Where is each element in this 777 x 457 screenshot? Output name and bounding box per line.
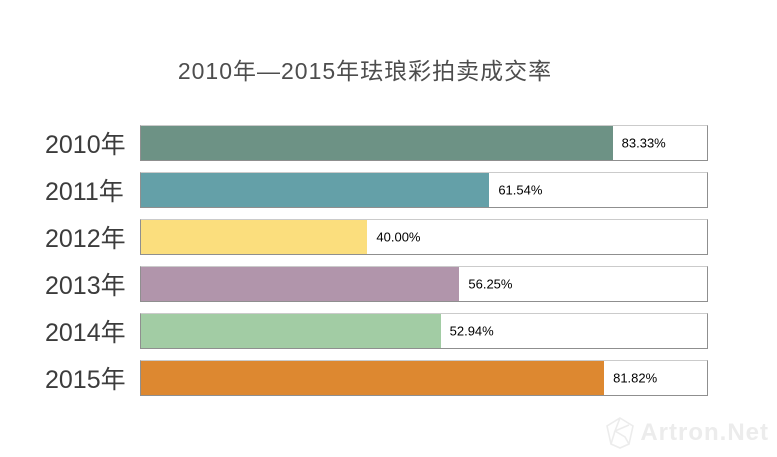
category-label: 2012年 xyxy=(45,225,126,253)
chart-row: 2013年 56.25% xyxy=(45,266,708,302)
bar-track: 40.00% xyxy=(140,219,708,255)
bar-track: 56.25% xyxy=(140,266,708,302)
bar-track: 83.33% xyxy=(140,125,708,161)
bar-value-label: 52.94% xyxy=(449,323,494,339)
category-label: 2011年 xyxy=(45,178,124,206)
category-label: 2013年 xyxy=(45,272,126,300)
category-label: 2010年 xyxy=(45,131,126,159)
artron-watermark: Artron.Net xyxy=(605,417,769,449)
bar-value-label: 56.25% xyxy=(468,276,513,292)
bar-value-label: 40.00% xyxy=(376,229,421,245)
bar-fill xyxy=(141,173,490,207)
bar-track: 52.94% xyxy=(140,313,708,349)
bar-chart: 2010年 83.33% 2011年 61.54% 2012年 40.00% 2013年 56… xyxy=(45,125,708,407)
bar-value-label: 81.82% xyxy=(613,370,658,386)
bar-fill xyxy=(141,126,613,160)
chart-row: 2011年 61.54% xyxy=(45,172,708,208)
category-label: 2015年 xyxy=(45,366,126,394)
bar-track: 81.82% xyxy=(140,360,708,396)
category-label: 2014年 xyxy=(45,319,126,347)
bar-track: 61.54% xyxy=(140,172,708,208)
bar-value-label: 83.33% xyxy=(621,135,666,151)
bar-fill xyxy=(141,361,605,395)
chart-title: 2010年—2015年珐琅彩拍卖成交率 xyxy=(177,58,553,84)
chart-row: 2010年 83.33% xyxy=(45,125,708,161)
chart-row: 2015年 81.82% xyxy=(45,360,708,396)
bar-fill xyxy=(141,314,441,348)
bar-fill xyxy=(141,220,368,254)
chart-row: 2014年 52.94% xyxy=(45,313,708,349)
artron-diamond-logo-icon xyxy=(605,417,635,449)
bar-value-label: 61.54% xyxy=(498,182,543,198)
watermark-text: Artron.Net xyxy=(640,419,769,446)
bar-fill xyxy=(141,267,460,301)
chart-row: 2012年 40.00% xyxy=(45,219,708,255)
